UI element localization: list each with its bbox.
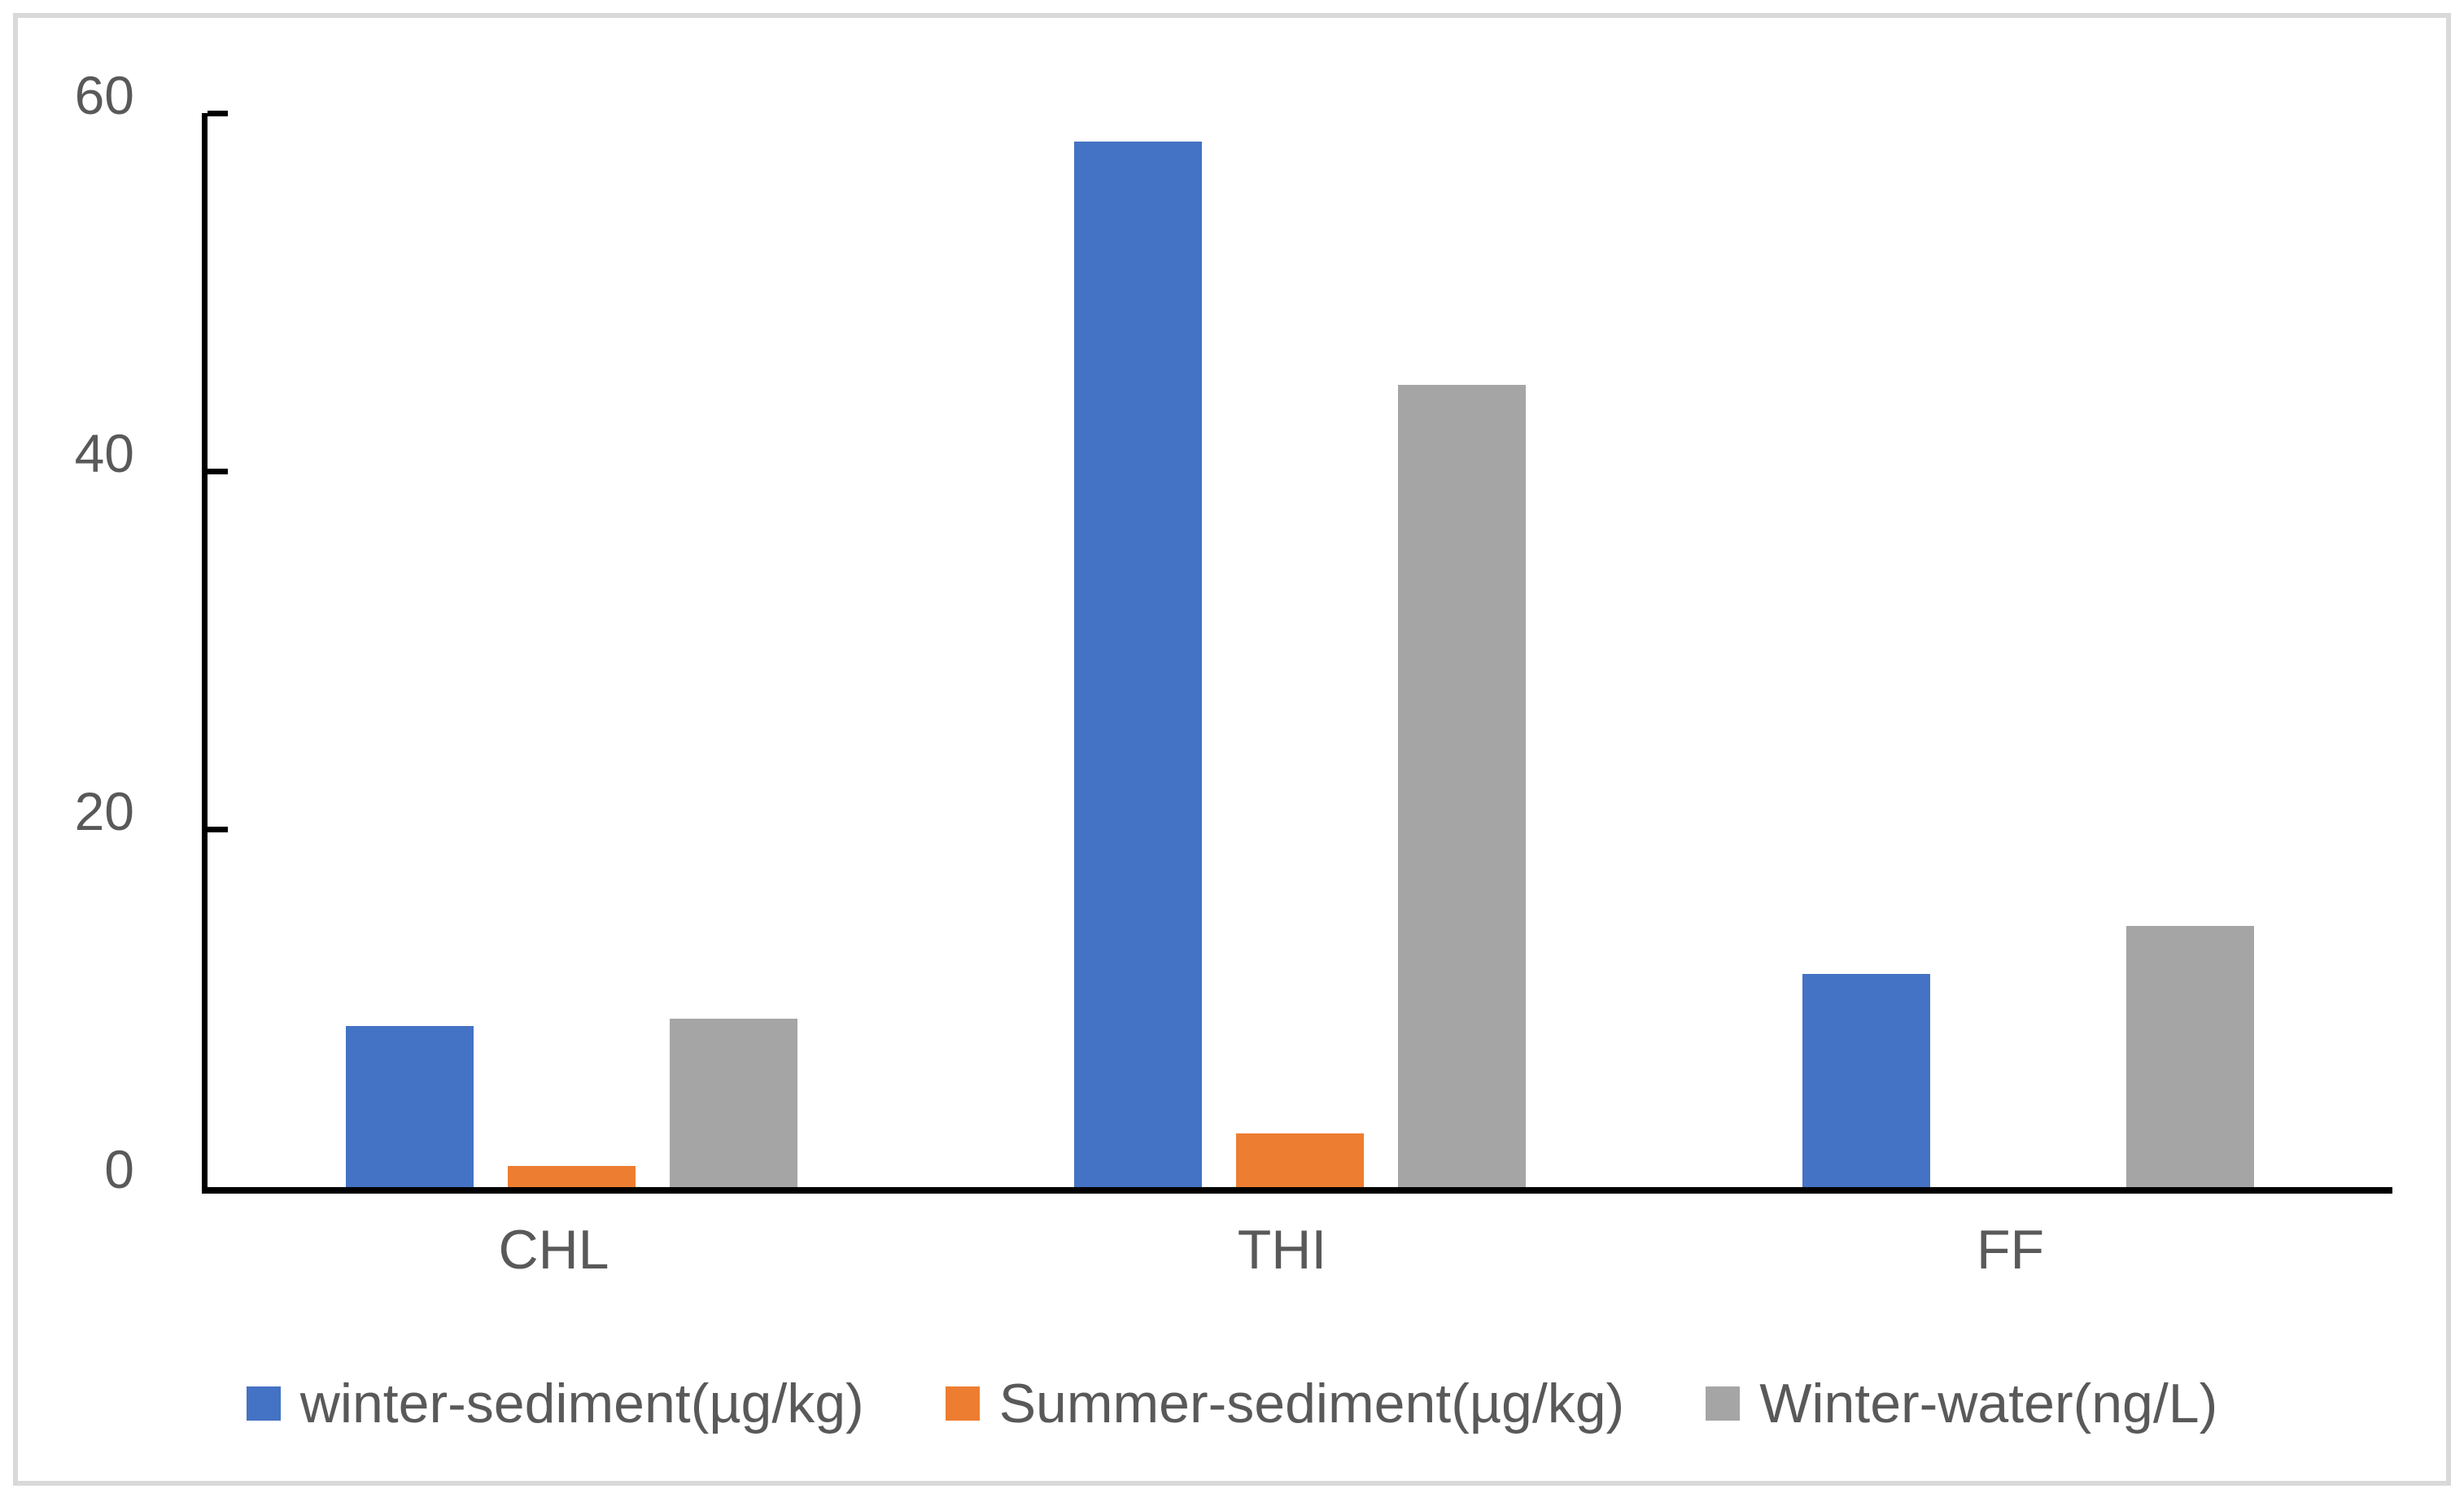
y-axis-tick-40 [208,468,228,474]
legend-swatch-icon [945,1386,980,1421]
legend-item-3: Winter-water(ng/L) [1706,1374,2217,1433]
y-axis-tick-60 [208,110,228,116]
bar-ff-series1 [1802,974,1930,1187]
legend-swatch-icon [246,1386,281,1421]
chart-legend: winter-sediment(µg/kg) Summer-sediment(µg… [18,1364,2446,1443]
x-category-label-thi: THI [1237,1219,1327,1281]
legend-label: Summer-sediment(µg/kg) [998,1373,1625,1434]
bar-chl-series3 [670,1019,797,1187]
bar-thi-series1 [1074,142,1202,1187]
y-tick-label-20: 20 [74,781,134,841]
y-axis-tick-20 [208,826,228,832]
chart-frame: winter-sediment(µg/kg) Summer-sediment(µg… [13,13,2451,1486]
bar-chl-series1 [346,1026,474,1187]
y-axis-line [202,113,208,1194]
x-category-label-ff: FF [1976,1219,2045,1281]
legend-label: Winter-water(ng/L) [1759,1373,2218,1434]
x-axis-line [202,1187,2392,1194]
y-tick-label-0: 0 [104,1139,134,1199]
bar-thi-series2 [1236,1133,1364,1187]
bar-thi-series3 [1398,385,1526,1187]
legend-item-2: Summer-sediment(µg/kg) [945,1373,1625,1434]
bar-chl-series2 [508,1166,636,1187]
legend-label: winter-sediment(µg/kg) [299,1373,864,1434]
y-tick-label-40: 40 [74,423,134,483]
bar-ff-series3 [2126,926,2254,1187]
legend-item-1: winter-sediment(µg/kg) [246,1373,864,1434]
plot-area [202,110,2392,1194]
legend-swatch-icon [1706,1386,1741,1421]
x-category-label-chl: CHL [498,1219,609,1281]
y-tick-label-60: 60 [74,65,134,125]
